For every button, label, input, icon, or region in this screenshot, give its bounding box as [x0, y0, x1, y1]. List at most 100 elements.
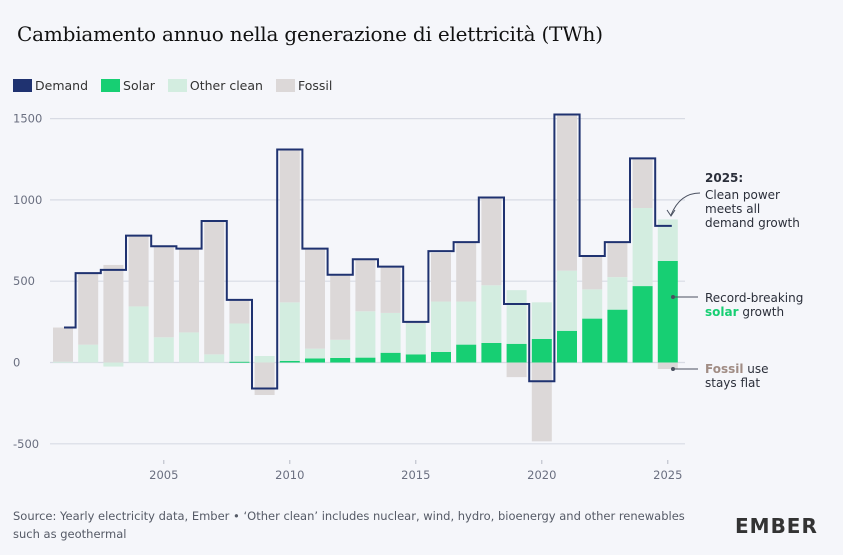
bar-solar-2018: [481, 342, 502, 363]
bar-solar-2015: [405, 354, 426, 363]
bar-solar-2024: [632, 286, 653, 363]
bar-fossil-2021: [557, 114, 577, 271]
bar-fossil-2017: [456, 242, 477, 302]
bar-other-clean-2022: [582, 289, 603, 319]
legend-item-fossil: Fossil: [275, 78, 333, 93]
bar-solar-2010: [279, 360, 300, 363]
legend: Demand Solar Other clean Fossil: [13, 78, 345, 93]
bar-other-clean-2024: [632, 208, 653, 287]
x-tick-label: 2025: [653, 468, 682, 482]
demand-step-line: [64, 113, 672, 390]
annotation-solar-rest: growth: [739, 305, 785, 319]
bar-solar-2020: [531, 338, 552, 363]
bar-other-clean-2002: [78, 344, 99, 363]
bar-other-clean-2007: [204, 354, 225, 363]
legend-label-demand: Demand: [35, 78, 89, 93]
bar-other-clean-2011: [305, 348, 325, 359]
bars: [53, 114, 678, 442]
bar-solar-2022: [582, 318, 603, 363]
ember-logo: EMBER: [735, 514, 818, 538]
bar-fossil-2018: [481, 196, 502, 286]
bar-solar-2011: [305, 358, 325, 363]
legend-swatch-other-clean: [167, 79, 187, 92]
bar-solar-2008: [229, 361, 250, 363]
bar-fossil-2002: [78, 273, 99, 345]
chart-title: Cambiamento annuo nella generazione di e…: [17, 22, 603, 46]
bar-other-clean-2023: [607, 277, 628, 310]
bar-solar-2021: [557, 330, 577, 363]
y-tick-label: -500: [13, 437, 39, 451]
bar-other-clean-2019: [506, 290, 527, 344]
source-note: Source: Yearly electricity data, Ember •…: [13, 509, 685, 541]
x-tick-label: 2020: [527, 468, 556, 482]
annotation-fossil-rest: use: [743, 362, 768, 376]
y-tick-label: 500: [13, 274, 35, 288]
annotation-2025-title: 2025:: [705, 171, 743, 185]
annotation-fossil-word: Fossil: [705, 362, 743, 376]
bar-other-clean-2009: [254, 355, 275, 363]
bar-other-clean-2021: [557, 270, 577, 331]
bar-fossil-2003: [103, 264, 124, 363]
annotation-fossil-line-1: Fossil use: [705, 362, 769, 376]
bar-solar-2012: [330, 357, 351, 363]
bar-other-clean-2020: [531, 302, 552, 339]
bar-fossil-2024: [632, 158, 653, 209]
x-axis-ticks: 2005 2010 2015 2020 2025: [149, 460, 682, 482]
x-tick-label: 2010: [275, 468, 304, 482]
bar-solar-2017: [456, 344, 477, 363]
logo-text: EMBER: [735, 514, 818, 538]
bar-other-clean-2008: [229, 323, 250, 362]
bar-fossil-2019: [506, 362, 527, 378]
bar-fossil-2016: [431, 252, 451, 302]
bar-other-clean-2013: [355, 311, 376, 358]
y-tick-label: 0: [13, 356, 20, 370]
annotation-solar-line-2: solar growth: [705, 305, 784, 319]
annotation-2025-arrow: [670, 192, 701, 216]
bar-other-clean-2010: [279, 302, 300, 361]
bar-other-clean-2005: [153, 337, 174, 363]
annotations: 2025: Clean power meets all demand growt…: [666, 171, 803, 390]
legend-item-solar: Solar: [101, 78, 155, 93]
bar-other-clean-2017: [456, 301, 477, 345]
bar-other-clean-2016: [431, 301, 451, 352]
annotation-2025-arrowhead: [666, 209, 676, 217]
bar-fossil-2005: [153, 246, 174, 338]
bar-fossil-2012: [330, 274, 351, 340]
annotation-fossil-line-2: stays flat: [705, 376, 760, 390]
bar-solar-2019: [506, 343, 527, 363]
bar-fossil-2020: [531, 362, 552, 442]
bar-other-clean-2006: [179, 332, 199, 363]
bar-other-clean-2025: [657, 219, 678, 261]
legend-label-other-clean: Other clean: [189, 78, 263, 93]
x-tick-label: 2005: [149, 468, 178, 482]
bar-fossil-2008: [229, 299, 250, 324]
bar-fossil-2007: [204, 221, 225, 355]
legend-label-fossil: Fossil: [297, 78, 333, 93]
bar-other-clean-2003: [103, 362, 124, 367]
bar-fossil-2010: [279, 149, 300, 303]
bar-solar-2016: [431, 351, 451, 363]
bar-fossil-2025: [657, 362, 678, 370]
bar-solar-2025: [657, 260, 678, 363]
legend-swatch-solar: [101, 79, 121, 92]
annotation-2025-line-1: Clean power: [705, 188, 780, 202]
legend-item-demand: Demand: [13, 78, 88, 93]
bar-solar-2014: [380, 352, 401, 363]
bar-fossil-2013: [355, 259, 376, 312]
legend-label-solar: Solar: [123, 78, 155, 93]
bar-fossil-2001: [53, 327, 73, 362]
bar-other-clean-2004: [128, 306, 149, 363]
bar-other-clean-2014: [380, 312, 401, 353]
bar-fossil-2023: [607, 242, 628, 278]
bar-other-clean-2018: [481, 285, 502, 343]
annotation-solar-line-1: Record-breaking: [705, 291, 803, 305]
bar-fossil-2006: [179, 248, 199, 333]
legend-item-other-clean: Other clean: [167, 78, 263, 93]
annotation-solar-word: solar: [705, 305, 739, 319]
x-tick-label: 2015: [401, 468, 430, 482]
chart-plot: -500 0 500 1000 1500 2005 2010 2015 2020 2025 20…: [13, 112, 803, 482]
bar-solar-2013: [355, 357, 376, 363]
y-axis-ticks: -500 0 500 1000 1500: [13, 112, 42, 451]
annotation-2025-line-3: demand growth: [705, 216, 800, 230]
legend-swatch-demand: [13, 79, 32, 92]
